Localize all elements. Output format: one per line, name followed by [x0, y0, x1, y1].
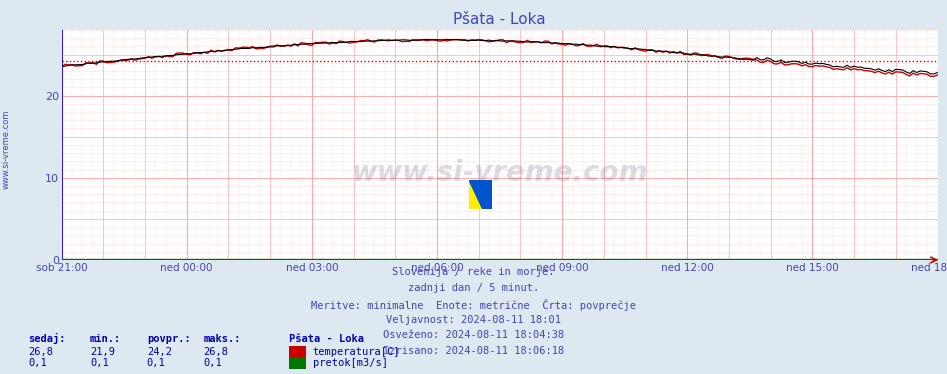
Text: Meritve: minimalne  Enote: metrične  Črta: povprečje: Meritve: minimalne Enote: metrične Črta:…	[311, 299, 636, 311]
Text: pretok[m3/s]: pretok[m3/s]	[313, 358, 387, 368]
Text: maks.:: maks.:	[204, 334, 241, 344]
Text: www.si-vreme.com: www.si-vreme.com	[2, 110, 11, 189]
Text: sedaj:: sedaj:	[28, 333, 66, 344]
Text: 26,8: 26,8	[28, 347, 53, 356]
Text: Pšata - Loka: Pšata - Loka	[289, 334, 364, 344]
Text: temperatura[C]: temperatura[C]	[313, 347, 400, 356]
Text: Slovenija / reke in morje.: Slovenija / reke in morje.	[392, 267, 555, 278]
Polygon shape	[469, 180, 483, 209]
Text: 0,1: 0,1	[28, 358, 47, 368]
Text: Osveženo: 2024-08-11 18:04:38: Osveženo: 2024-08-11 18:04:38	[383, 330, 564, 340]
Text: 0,1: 0,1	[147, 358, 166, 368]
Text: 24,2: 24,2	[147, 347, 171, 356]
Text: povpr.:: povpr.:	[147, 334, 190, 344]
Text: 0,1: 0,1	[90, 358, 109, 368]
Polygon shape	[469, 180, 492, 209]
Polygon shape	[483, 191, 492, 209]
Text: 21,9: 21,9	[90, 347, 115, 356]
Text: min.:: min.:	[90, 334, 121, 344]
Text: Veljavnost: 2024-08-11 18:01: Veljavnost: 2024-08-11 18:01	[386, 315, 561, 325]
Title: Pšata - Loka: Pšata - Loka	[454, 12, 545, 27]
Text: www.si-vreme.com: www.si-vreme.com	[351, 159, 648, 187]
Text: 0,1: 0,1	[204, 358, 223, 368]
Text: zadnji dan / 5 minut.: zadnji dan / 5 minut.	[408, 283, 539, 293]
Text: 26,8: 26,8	[204, 347, 228, 356]
Text: Izrisano: 2024-08-11 18:06:18: Izrisano: 2024-08-11 18:06:18	[383, 346, 564, 356]
